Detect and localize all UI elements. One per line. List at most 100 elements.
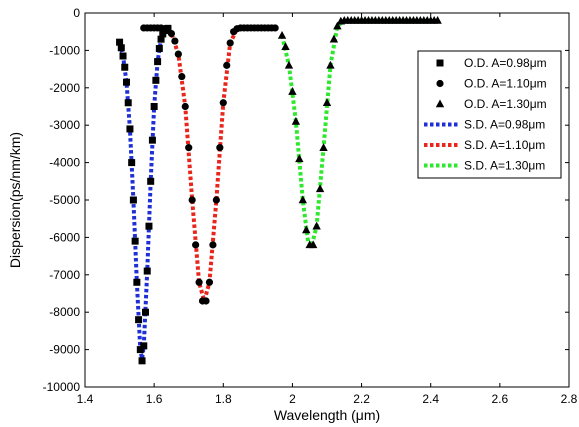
legend: O.D. A=0.98μm O.D. A=1.10μm O.D. A=1.30μm S… [417, 50, 562, 179]
legend-circle-marker [436, 79, 444, 88]
legend-entry: O.D. A=0.98μm [436, 56, 547, 70]
square-marker [142, 308, 149, 316]
legend-label: O.D. A=1.30μm [464, 97, 547, 111]
square-marker [150, 103, 158, 110]
circle-marker [219, 99, 227, 107]
x-tick-label: 2.8 [561, 392, 578, 406]
y-tick-label: -6000 [49, 230, 80, 244]
triangle-marker [326, 60, 335, 69]
square-marker [131, 237, 139, 245]
legend-triangle-marker [435, 99, 445, 108]
triangle-marker [322, 98, 332, 107]
x-tick-label: 1.4 [77, 392, 94, 406]
triangle-marker [281, 42, 290, 50]
y-tick-label: -4000 [49, 156, 80, 170]
x-tick-label: 2.4 [422, 392, 439, 406]
circle-marker [226, 39, 234, 47]
legend-label: O.D. A=0.98μm [464, 56, 547, 70]
legend-entry: S.D. A=1.10μm [424, 138, 545, 152]
square-marker [152, 76, 160, 84]
square-marker [133, 278, 141, 286]
square-marker [140, 342, 148, 350]
legend-square-marker [436, 59, 444, 67]
circle-marker [212, 196, 220, 204]
circle-marker [178, 72, 186, 81]
triangle-marker [329, 34, 339, 43]
legend-label: S.D. A=0.98μm [464, 118, 545, 132]
legend-entry: O.D. A=1.30μm [435, 97, 547, 111]
square-marker [128, 159, 136, 167]
legend-entry: S.D. A=1.30μm [424, 159, 545, 173]
circle-marker [271, 24, 279, 32]
y-tick-label: -10000 [43, 380, 81, 394]
circle-marker [188, 196, 196, 204]
y-tick-label: -9000 [49, 343, 80, 357]
triangle-marker [288, 87, 297, 95]
y-tick-label: -3000 [49, 118, 80, 132]
triangle-marker [284, 60, 294, 69]
square-marker [122, 78, 130, 86]
square-marker [135, 316, 143, 324]
triangle-marker [433, 15, 442, 24]
triangle-marker [291, 116, 301, 125]
square-marker [136, 346, 144, 354]
triangle-marker [315, 184, 325, 193]
legend-entry: S.D. A=0.98μm [424, 118, 545, 132]
series-1-markers [140, 24, 279, 305]
x-tick-label: 2 [289, 392, 296, 406]
triangle-marker [277, 30, 287, 39]
y-tick-label: 0 [73, 6, 80, 20]
square-marker [147, 177, 155, 185]
circle-marker [202, 297, 210, 305]
triangle-marker [319, 143, 328, 151]
y-tick-label: -8000 [49, 305, 80, 319]
circle-marker [209, 241, 217, 249]
legend-label: S.D. A=1.10μm [464, 138, 545, 152]
square-marker [126, 125, 134, 133]
square-marker [154, 58, 162, 66]
legend-box [417, 50, 562, 179]
y-tick-label: -7000 [49, 268, 80, 282]
y-tick-label: -5000 [49, 193, 80, 207]
triangle-marker [308, 240, 318, 249]
square-marker [145, 222, 153, 230]
x-tick-label: 2.6 [492, 392, 509, 406]
square-marker [143, 267, 151, 275]
square-marker [124, 99, 132, 107]
y-axis-label: Dispersion(ps/nm/km) [7, 132, 23, 268]
square-marker [121, 63, 129, 71]
triangle-marker [333, 21, 342, 30]
x-axis-label: Wavelength (μm) [274, 407, 380, 423]
circle-marker [195, 278, 203, 286]
square-marker [138, 357, 146, 365]
triangle-marker [312, 221, 321, 230]
square-marker [155, 45, 163, 53]
triangle-marker [298, 195, 307, 204]
ticks-layer: 1.4 1.6 1.8 2 2.2 2.4 2.6 2.8-10000-9000-8000-7… [43, 6, 578, 406]
x-tick-label: 1.8 [215, 392, 232, 406]
circle-marker [223, 61, 231, 69]
circle-marker [171, 37, 179, 45]
series-layer [116, 15, 442, 365]
square-marker [117, 44, 125, 52]
triangle-marker [295, 154, 304, 163]
x-tick-label: 1.6 [146, 392, 163, 406]
series-2-markers [277, 15, 442, 249]
square-marker [119, 52, 127, 60]
circle-marker [174, 50, 182, 58]
circle-marker [205, 278, 214, 286]
legend-label: S.D. A=1.30μm [464, 159, 545, 173]
circle-marker [181, 102, 189, 111]
square-marker [129, 196, 137, 204]
square-marker [116, 38, 124, 46]
x-tick-label: 2.2 [353, 392, 370, 406]
legend-entry: O.D. A=1.10μm [436, 77, 547, 91]
y-tick-label: -1000 [49, 43, 80, 57]
y-tick-label: -2000 [49, 81, 80, 95]
triangle-marker [302, 225, 311, 234]
series-0-markers [116, 24, 172, 365]
square-marker [157, 35, 165, 43]
circle-marker [185, 144, 193, 152]
circle-marker [192, 241, 200, 249]
